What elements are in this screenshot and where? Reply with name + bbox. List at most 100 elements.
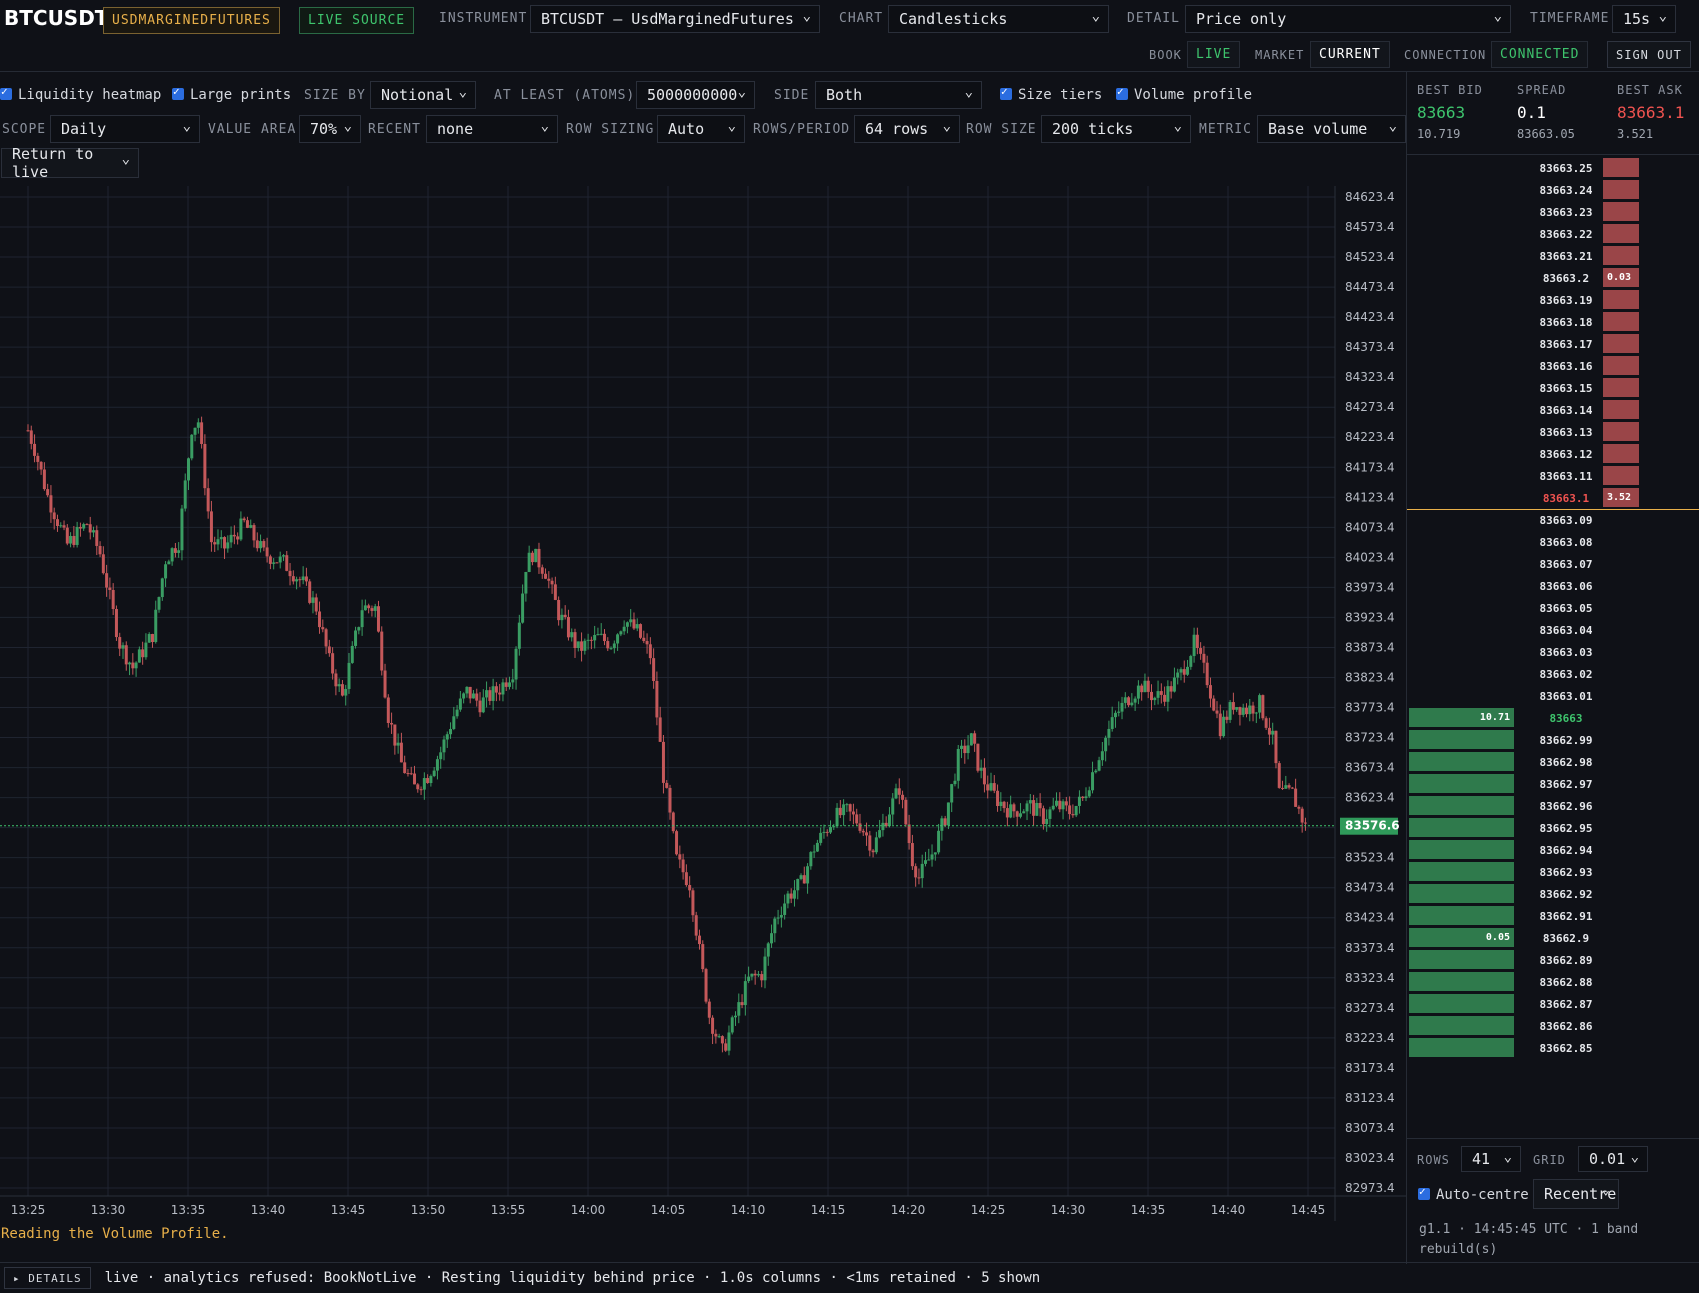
- ladder-price: 83663.06: [1539, 580, 1593, 593]
- candle-body: [691, 890, 695, 916]
- timeframe-select[interactable]: 15s: [1612, 5, 1676, 33]
- candle-body: [756, 974, 760, 976]
- ladder-row[interactable]: 83662.93: [1407, 862, 1699, 882]
- candle-body: [1113, 712, 1117, 718]
- liquidity-heatmap-toggle[interactable]: Liquidity heatmap: [0, 85, 161, 103]
- volume-profile-toggle[interactable]: Volume profile: [1116, 85, 1252, 103]
- candle-body: [1127, 697, 1131, 706]
- rows-period-select[interactable]: 64 rows: [854, 115, 960, 143]
- bid-depth-bar: [1409, 708, 1514, 727]
- ladder-row[interactable]: 83663.21: [1407, 246, 1699, 266]
- return-to-live-button[interactable]: Return to live: [1, 145, 139, 181]
- y-tick-label: 83073.4: [1345, 1121, 1395, 1135]
- ladder-price: 83663.08: [1539, 536, 1593, 549]
- ladder-row[interactable]: 83663.17: [1407, 334, 1699, 354]
- size-by-select[interactable]: Notional: [370, 81, 476, 109]
- price-ladder[interactable]: 83663.25 83663.24 83663.23 83663.22 83663.21…: [1407, 158, 1699, 1128]
- candle-body: [553, 584, 557, 600]
- ladder-row[interactable]: 83662.89: [1407, 950, 1699, 970]
- candle-body: [85, 524, 89, 526]
- detail-select[interactable]: Price only: [1185, 5, 1511, 33]
- details-toggle-button[interactable]: ▸ DETAILS: [4, 1267, 91, 1289]
- ladder-row[interactable]: 83662.88: [1407, 972, 1699, 992]
- ladder-row[interactable]: 83663.22: [1407, 224, 1699, 244]
- status-bar: ▸ DETAILS live · analytics refused: Book…: [0, 1262, 1699, 1293]
- candle-body: [1038, 802, 1042, 809]
- market-badge: USDMARGINEDFUTURES: [103, 7, 280, 34]
- connection-status: CONNECTED: [1491, 41, 1589, 68]
- ladder-row[interactable]: 83663.15: [1407, 378, 1699, 398]
- scope-select[interactable]: Daily: [50, 115, 200, 143]
- ladder-row[interactable]: 83663.12: [1407, 444, 1699, 464]
- candle-body: [1146, 680, 1150, 692]
- side-select[interactable]: Both: [815, 81, 982, 109]
- candle-body: [825, 831, 829, 833]
- metric-select[interactable]: Base volume: [1257, 115, 1406, 143]
- ladder-row[interactable]: 83662.92: [1407, 884, 1699, 904]
- ladder-row[interactable]: 83663.02: [1407, 664, 1699, 684]
- ladder-row[interactable]: 83662.87: [1407, 994, 1699, 1014]
- ladder-row[interactable]: 83663.2 0.03: [1407, 268, 1699, 288]
- ladder-row[interactable]: 83663.11: [1407, 466, 1699, 486]
- candle-body: [1195, 634, 1199, 649]
- price-chart[interactable]: 84623.4 84573.4 84523.4 84473.4 84423.4 84373…: [0, 186, 1406, 1221]
- row-size-select[interactable]: 200 ticks: [1041, 115, 1191, 143]
- ladder-row[interactable]: 83663.05: [1407, 598, 1699, 618]
- grid-select[interactable]: 0.01: [1578, 1146, 1648, 1172]
- size-tiers-toggle[interactable]: Size tiers: [1000, 85, 1102, 103]
- ladder-row[interactable]: 83662.98: [1407, 752, 1699, 772]
- ladder-row[interactable]: 83662.91: [1407, 906, 1699, 926]
- ladder-price: 83662.95: [1539, 822, 1593, 835]
- ladder-row[interactable]: 83662.95: [1407, 818, 1699, 838]
- ladder-row[interactable]: 83663 10.71: [1407, 708, 1699, 728]
- ladder-row[interactable]: 83663.08: [1407, 532, 1699, 552]
- ladder-row[interactable]: 83663.13: [1407, 422, 1699, 442]
- auto-centre-toggle[interactable]: Auto-centre: [1418, 1185, 1529, 1203]
- recentre-button[interactable]: Recentre: [1533, 1179, 1619, 1209]
- instrument-select[interactable]: BTCUSDT — UsdMarginedFutures: [530, 5, 820, 33]
- candlestick-chart[interactable]: 84623.4 84573.4 84523.4 84473.4 84423.4 84373…: [0, 186, 1406, 1221]
- ladder-row[interactable]: 83663.16: [1407, 356, 1699, 376]
- ladder-row[interactable]: 83662.94: [1407, 840, 1699, 860]
- ladder-row[interactable]: 83663.18: [1407, 312, 1699, 332]
- chart-type-label: CHART: [839, 11, 884, 26]
- ladder-row[interactable]: 83662.99: [1407, 730, 1699, 750]
- x-tick-label: 14:30: [1051, 1203, 1086, 1217]
- candle-body: [170, 548, 174, 562]
- ladder-row[interactable]: 83663.01: [1407, 686, 1699, 706]
- book-footer-line1: g1.1 · 14:45:45 UTC · 1 band: [1419, 1222, 1639, 1237]
- candle-body: [730, 1017, 734, 1033]
- ladder-row[interactable]: 83663.03: [1407, 642, 1699, 662]
- ladder-row[interactable]: 83663.19: [1407, 290, 1699, 310]
- ladder-row[interactable]: 83663.07: [1407, 554, 1699, 574]
- at-least-input[interactable]: 5000000000: [636, 81, 755, 109]
- value-area-select[interactable]: 70%: [299, 115, 361, 143]
- ladder-row[interactable]: 83662.86: [1407, 1016, 1699, 1036]
- candle-body: [49, 495, 53, 513]
- recent-select[interactable]: none: [426, 115, 558, 143]
- ladder-row[interactable]: 83663.1 3.52: [1407, 488, 1699, 508]
- ladder-row[interactable]: 83662.96: [1407, 796, 1699, 816]
- chart-type-select[interactable]: Candlesticks: [888, 5, 1109, 33]
- ladder-row[interactable]: 83663.23: [1407, 202, 1699, 222]
- ladder-row[interactable]: 83662.9 0.05: [1407, 928, 1699, 948]
- ladder-row[interactable]: 83663.06: [1407, 576, 1699, 596]
- rows-select[interactable]: 41: [1461, 1146, 1521, 1172]
- best-ask-value: 83663.1: [1617, 103, 1685, 122]
- candle-body: [200, 422, 204, 444]
- candle-body: [701, 944, 705, 970]
- candle-body: [845, 804, 849, 806]
- ladder-row[interactable]: 83663.04: [1407, 620, 1699, 640]
- ladder-row[interactable]: 83663.25: [1407, 158, 1699, 178]
- candle-body: [534, 548, 538, 563]
- candle-body: [1290, 787, 1294, 789]
- ladder-row[interactable]: 83663.14: [1407, 400, 1699, 420]
- ladder-row[interactable]: 83662.85: [1407, 1038, 1699, 1058]
- ladder-row[interactable]: 83663.09: [1407, 510, 1699, 530]
- sign-out-button[interactable]: SIGN OUT: [1607, 41, 1691, 68]
- candle-body: [449, 728, 453, 735]
- large-prints-toggle[interactable]: Large prints: [172, 85, 291, 103]
- ladder-row[interactable]: 83662.97: [1407, 774, 1699, 794]
- ladder-row[interactable]: 83663.24: [1407, 180, 1699, 200]
- row-sizing-select[interactable]: Auto: [657, 115, 745, 143]
